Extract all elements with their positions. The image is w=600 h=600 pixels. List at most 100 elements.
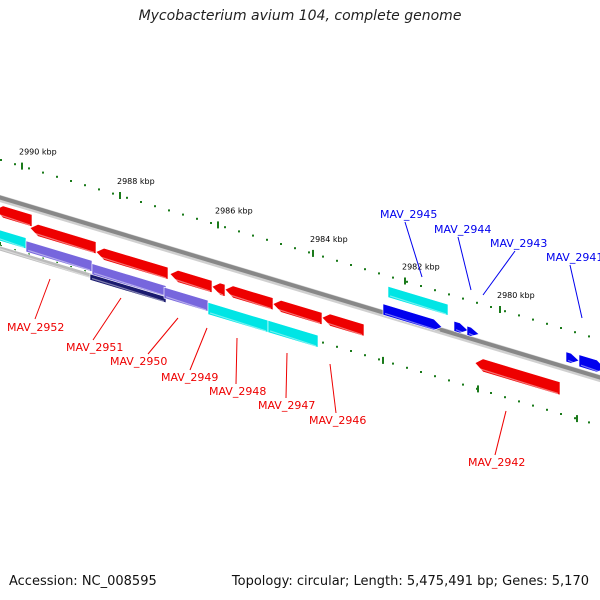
feature-purple-a-shade	[27, 249, 91, 271]
gene-label: MAV_2943	[490, 237, 547, 250]
minor-tick-outer	[238, 230, 240, 233]
feature-cyan-2945	[387, 285, 449, 316]
leader-line	[482, 250, 516, 296]
feature-cyan-a-shade	[0, 238, 25, 248]
gene-arrow-mav-2944-shade	[455, 329, 467, 335]
minor-tick-outer	[588, 335, 590, 338]
minor-tick-outer	[252, 234, 254, 237]
genome-backbone	[0, 194, 600, 383]
minor-tick-outer	[336, 259, 338, 262]
minor-tick-outer	[168, 209, 170, 212]
minor-tick-inner	[490, 392, 492, 394]
gene-arrow-mav-2945-shade	[384, 312, 441, 332]
gene-label: MAV_2952	[7, 321, 64, 334]
gene-label: MAV_2946	[309, 414, 366, 427]
minor-tick-outer	[364, 268, 366, 271]
leader-line	[285, 352, 288, 399]
leader-line	[147, 317, 179, 355]
backbone-line	[0, 195, 600, 380]
feature-cyan-c-shade	[269, 330, 317, 347]
gene-label: MAV_2947	[258, 399, 315, 412]
gene-label: MAV_2948	[209, 385, 266, 398]
minor-tick-outer	[546, 322, 548, 325]
gene-arrow-mav-2943	[466, 325, 480, 337]
gene-label: MAV_2950	[110, 355, 167, 368]
minor-tick-outer	[0, 159, 2, 161]
leader-line	[329, 363, 337, 414]
minor-tick-outer	[126, 196, 128, 199]
gene-arrow-mav-2942	[474, 358, 561, 396]
minor-tick-inner	[406, 366, 408, 369]
minor-tick-outer	[294, 247, 296, 250]
gene-label: MAV_2949	[161, 371, 218, 384]
accession-text: Accession: NC_008595	[9, 574, 157, 589]
minor-tick-outer	[518, 314, 520, 317]
gene-arrow-mav-2949b-shade	[213, 290, 224, 296]
gene-arrow-mav-2941a	[565, 351, 580, 364]
leader-line	[235, 337, 238, 385]
feature-purple-c-shade	[165, 296, 207, 311]
feature-grey-a-shade	[0, 248, 91, 278]
minor-tick-outer	[112, 192, 114, 195]
minor-tick-inner	[462, 383, 464, 386]
leader-line	[569, 264, 583, 319]
leader-line	[457, 236, 472, 291]
gene-arrow-mav-2941a-shade	[567, 359, 578, 365]
minor-tick-outer	[434, 289, 436, 292]
minor-tick-outer	[490, 306, 492, 308]
minor-tick-outer	[210, 222, 212, 224]
minor-tick-outer	[14, 163, 16, 166]
genome-summary-text: Topology: circular; Length: 5,475,491 bp…	[231, 574, 589, 589]
scale-label: 2986 kbp	[215, 206, 253, 215]
gene-arrow-mav-2945	[382, 303, 443, 331]
gene-arrow-mav-2950	[95, 247, 169, 280]
minor-tick-inner	[560, 413, 562, 415]
leader-line	[189, 327, 208, 371]
minor-tick-inner	[392, 362, 394, 365]
gene-label: MAV_2945	[380, 208, 437, 221]
feature-cyan-a	[0, 229, 27, 250]
minor-tick-outer	[476, 301, 478, 304]
gene-label: MAV_2951	[66, 341, 123, 354]
gene-arrow-mav-2948-shade	[226, 293, 272, 309]
minor-tick-outer	[350, 264, 352, 266]
minor-tick-outer	[280, 243, 282, 245]
gene-arrow-mav-2944	[453, 320, 469, 334]
minor-tick-inner	[532, 404, 534, 407]
minor-tick-outer	[28, 167, 30, 170]
minor-tick-outer	[532, 318, 534, 321]
gene-arrow-mav-2947-shade	[274, 307, 321, 324]
minor-tick-outer	[154, 205, 156, 208]
minor-tick-outer	[196, 217, 198, 220]
minor-tick-inner	[588, 421, 590, 424]
gene-features	[0, 205, 600, 396]
feature-cyan-b-shade	[209, 312, 267, 332]
minor-tick-outer	[392, 276, 394, 279]
minor-tick-inner	[448, 379, 450, 382]
gene-label: MAV_2942	[468, 456, 525, 469]
leader-line	[404, 221, 423, 278]
minor-tick-outer	[322, 255, 324, 258]
scale-label: 2988 kbp	[117, 177, 155, 186]
minor-tick-outer	[42, 171, 44, 174]
minor-tick-outer	[224, 226, 226, 229]
minor-tick-outer	[560, 327, 562, 329]
minor-tick-inner	[518, 400, 520, 403]
scale-label: 2980 kbp	[497, 291, 535, 300]
feature-cyan-2945-shade	[389, 295, 447, 315]
feature-cyan-b	[207, 301, 269, 333]
minor-tick-inner	[420, 371, 422, 373]
minor-tick-outer	[420, 285, 422, 287]
minor-tick-outer	[504, 310, 506, 313]
minor-tick-outer	[308, 251, 310, 254]
gene-arrow-mav-2952-shade	[0, 214, 31, 226]
minor-tick-inner	[378, 358, 380, 361]
leader-line	[92, 297, 122, 341]
minor-tick-outer	[84, 184, 86, 187]
gene-arrow-mav-2941	[578, 354, 600, 373]
minor-tick-inner	[364, 354, 366, 357]
gene-arrow-mav-2949b	[211, 282, 226, 297]
minor-tick-inner	[434, 375, 436, 378]
